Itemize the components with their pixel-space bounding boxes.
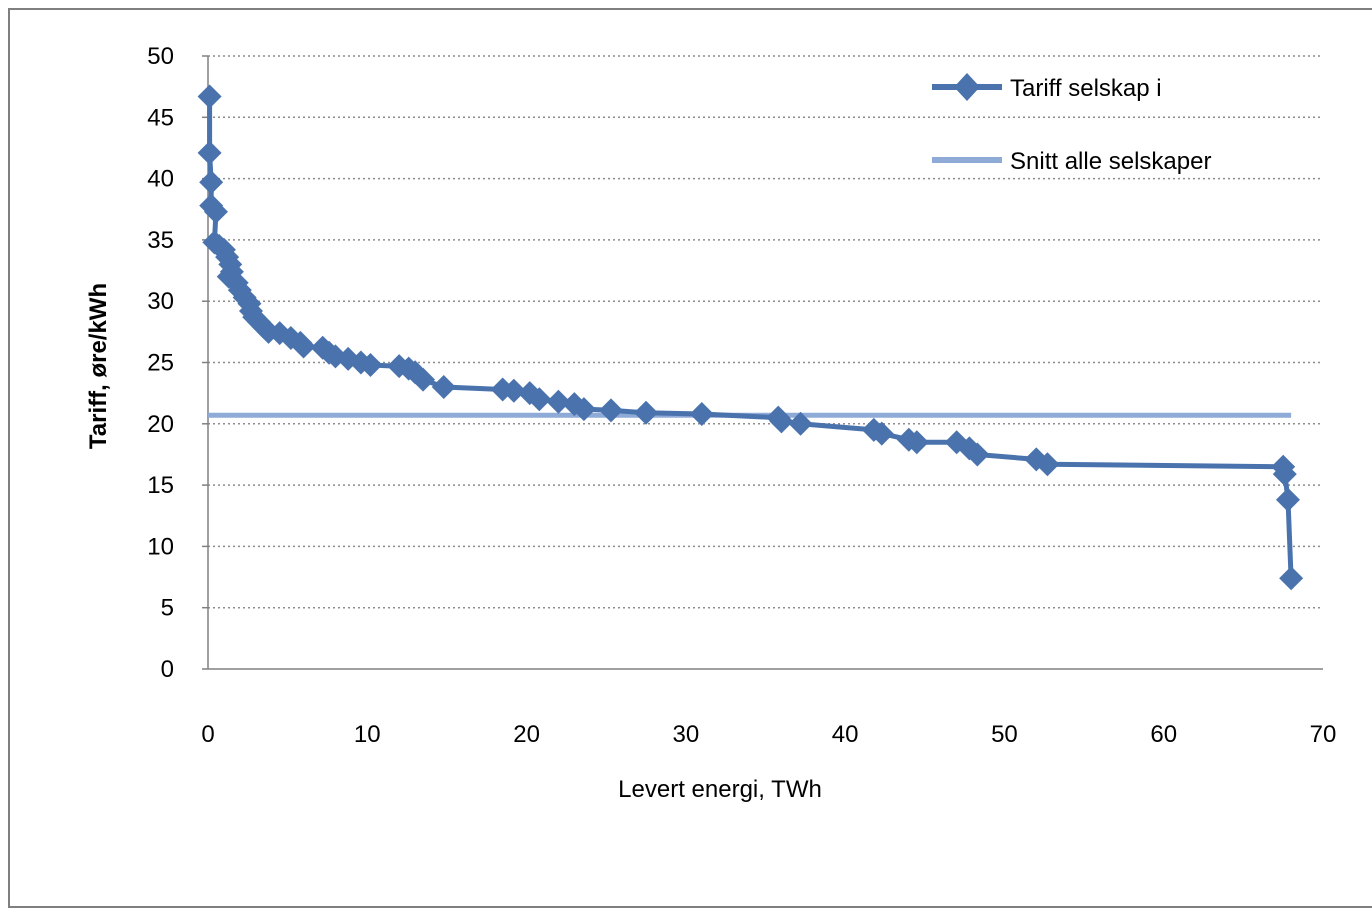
legend: Tariff selskap i Snitt alle selskaper [932,73,1211,175]
data-point-tariff-43 [598,398,623,423]
data-point-tariff-39 [527,387,552,412]
data-point-tariff-42 [571,397,596,422]
data-point-tariff-48 [788,411,813,436]
legend-swatch-tariff-diamond [954,73,980,101]
data-point-tariff-4 [203,199,228,224]
series-layer [197,84,1304,591]
data-point-tariff-55 [965,442,990,467]
x-tick-label-10: 10 [354,721,381,748]
data-point-tariff-24 [291,334,316,359]
y-tick-labels: 0 5 10 15 20 25 30 35 40 45 50 [147,43,208,683]
y-tick-label-50: 50 [147,43,174,70]
data-point-tariff-50 [869,421,894,446]
data-point-tariff-45 [689,401,714,426]
y-tick-label-0: 0 [161,656,174,683]
x-tick-label-0: 0 [201,721,214,748]
y-axis-title: Tariff, øre/kWh [85,283,112,449]
data-point-tariff-34 [411,367,436,392]
x-tick-labels: 0 10 20 30 40 50 60 70 [201,721,1336,748]
data-point-tariff-37 [501,378,526,403]
legend-item-tariff: Tariff selskap i [932,73,1162,102]
data-point-tariff-1 [197,140,222,165]
data-point-tariff-60 [1275,487,1300,512]
line-chart: 0 5 10 15 20 25 30 35 40 45 50 0 10 20 30 40 50 60 70 Lev… [85,43,1336,803]
legend-item-average: Snitt alle selskaper [932,148,1211,175]
legend-label-average: Snitt alle selskaper [1010,148,1211,175]
legend-label-tariff: Tariff selskap i [1010,75,1162,102]
data-point-tariff-52 [904,430,929,455]
data-point-tariff-0 [197,84,222,109]
y-tick-label-15: 15 [147,472,174,499]
x-axis-title: Levert energi, TWh [618,776,822,803]
y-tick-label-35: 35 [147,227,174,254]
data-point-tariff-35 [431,375,456,400]
data-point-tariff-2 [199,170,224,195]
x-tick-label-20: 20 [513,721,540,748]
x-tick-label-50: 50 [991,721,1018,748]
x-tick-label-60: 60 [1150,721,1177,748]
data-point-tariff-40 [546,389,571,414]
x-tick-label-70: 70 [1310,721,1337,748]
y-tick-label-25: 25 [147,350,174,377]
y-tick-label-40: 40 [147,166,174,193]
y-tick-label-20: 20 [147,411,174,438]
data-point-tariff-36 [490,377,515,402]
gridlines [208,55,1323,609]
x-tick-label-30: 30 [673,721,700,748]
data-point-tariff-30 [358,352,383,377]
y-tick-label-10: 10 [147,533,174,560]
data-point-tariff-61 [1279,566,1304,591]
y-tick-label-45: 45 [147,104,174,131]
chart-frame [8,8,1372,908]
data-point-tariff-47 [769,409,794,434]
y-tick-label-30: 30 [147,288,174,315]
x-tick-label-40: 40 [832,721,859,748]
data-point-tariff-57 [1035,452,1060,477]
y-tick-label-5: 5 [161,595,174,622]
data-point-tariff-59 [1272,462,1297,487]
data-point-tariff-44 [634,400,659,425]
